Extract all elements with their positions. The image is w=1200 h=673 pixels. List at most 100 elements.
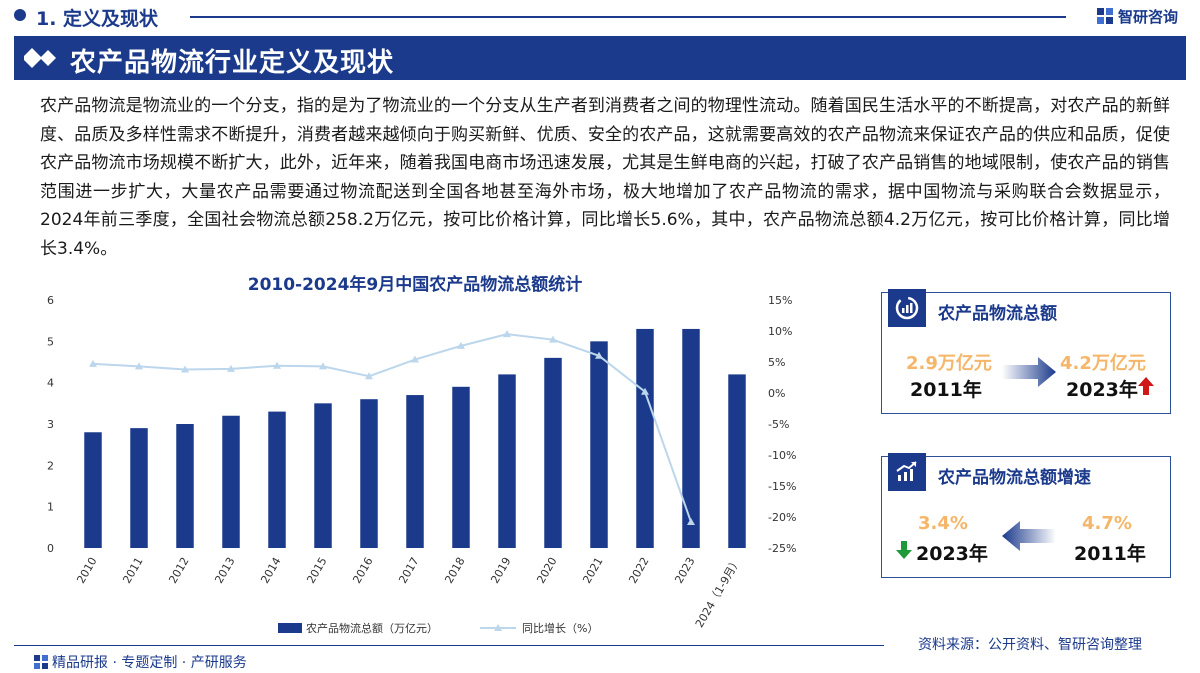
y-right-tick-label: -5% xyxy=(768,418,789,431)
top-divider xyxy=(190,16,1066,18)
x-tick-label: 2014 xyxy=(258,555,283,586)
arrow-down-icon xyxy=(896,541,912,559)
chart-title: 2010-2024年9月中国农产品物流总额统计 xyxy=(248,274,583,295)
growth-left-year: 2023年 xyxy=(916,543,988,565)
y-right-tick-label: -20% xyxy=(768,511,796,524)
growth-right-year: 2011年 xyxy=(1074,543,1146,565)
arrow-left-icon xyxy=(1002,521,1056,551)
footer-tagline: 精品研报 · 专题定制 · 产研服务 xyxy=(34,652,247,672)
banner-title: 农产品物流行业定义及现状 xyxy=(70,48,395,78)
growth-card-title: 农产品物流总额增速 xyxy=(938,468,1091,488)
bar xyxy=(544,357,562,548)
y-right-tick-label: -25% xyxy=(768,542,796,555)
growth-point xyxy=(135,362,143,370)
growth-point xyxy=(273,361,281,369)
total-card-header: 农产品物流总额 xyxy=(882,289,1170,327)
bar xyxy=(268,411,286,548)
x-tick-label: 2010 xyxy=(74,555,99,586)
growth-point xyxy=(595,351,603,359)
bar xyxy=(130,428,148,548)
bar xyxy=(636,328,654,548)
arrow-up-icon xyxy=(1138,377,1154,395)
growth-point xyxy=(319,362,327,370)
y-left-tick-label: 1 xyxy=(47,501,54,514)
y-left-tick-label: 0 xyxy=(47,542,54,555)
x-tick-label: 2012 xyxy=(166,555,191,586)
legend-line-label: 同比增长（%） xyxy=(522,621,598,635)
section-title: 1. 定义及现状 xyxy=(36,8,159,30)
legend-bar-label: 农产品物流总额（万亿元） xyxy=(306,621,438,635)
bar xyxy=(84,432,102,548)
y-right-tick-label: 15% xyxy=(768,294,792,307)
x-tick-label: 2020 xyxy=(534,555,559,586)
x-tick-label: 2015 xyxy=(304,555,329,586)
y-left-tick-label: 4 xyxy=(47,377,54,390)
y-right-tick-label: 0% xyxy=(768,387,785,400)
total-from-value: 2.9万亿元 xyxy=(906,353,992,374)
intro-paragraph: 农产品物流是物流业的一个分支，指的是为了物流业的一个分支从生产者到消费者之间的物… xyxy=(40,96,1170,259)
growth-point xyxy=(641,387,649,395)
x-tick-label: 2023 xyxy=(672,555,697,586)
footer-logo-icon xyxy=(34,655,48,669)
total-card: 农产品物流总额 2.9万亿元 2011年 4.2万亿元 2023年 xyxy=(881,289,1171,414)
logo-text: 智研咨询 xyxy=(1118,7,1179,26)
brand-logo: 智研咨询 xyxy=(1096,6,1178,26)
y-left-tick-label: 6 xyxy=(47,294,54,307)
total-card-title: 农产品物流总额 xyxy=(938,304,1057,324)
top-bar: 1. 定义及现状 智研咨询 xyxy=(0,0,1200,32)
growth-point xyxy=(687,517,695,525)
growth-right-value: 4.7% xyxy=(1082,513,1132,534)
bar xyxy=(406,395,424,548)
growth-point xyxy=(457,341,465,349)
source-note: 资料来源：公开资料、智研咨询整理 xyxy=(918,637,1142,653)
y-right-tick-label: 5% xyxy=(768,356,785,369)
growth-point xyxy=(89,359,97,367)
total-to-year: 2023年 xyxy=(1066,379,1138,401)
x-tick-label: 2018 xyxy=(442,555,467,586)
y-left-tick-label: 3 xyxy=(47,418,54,431)
bar xyxy=(314,403,332,548)
logistics-total-chart: 2010-2024年9月中国农产品物流总额统计 0 1 2 3 4 5 6 -25% -20% -1… xyxy=(47,274,796,635)
x-tick-label: 2016 xyxy=(350,555,375,586)
bar xyxy=(498,374,516,548)
bar xyxy=(590,341,608,548)
arrow-right-icon xyxy=(1002,357,1056,387)
bar xyxy=(360,399,378,548)
growth-card-header: 农产品物流总额增速 xyxy=(882,453,1170,491)
bar xyxy=(728,374,746,548)
growth-left-value: 3.4% xyxy=(918,513,968,534)
total-to-value: 4.2万亿元 xyxy=(1060,353,1146,374)
legend-line-marker xyxy=(494,624,502,631)
growth-point xyxy=(365,372,373,380)
total-from-year: 2011年 xyxy=(910,379,982,401)
y-left-tick-label: 5 xyxy=(47,335,54,348)
growth-point xyxy=(227,364,235,372)
x-tick-label: 2024（1-9月） xyxy=(693,555,744,630)
x-tick-label: 2019 xyxy=(488,555,513,586)
y-left-tick-label: 2 xyxy=(47,459,54,472)
x-tick-label: 2017 xyxy=(396,555,421,586)
x-tick-label: 2013 xyxy=(212,555,237,586)
growth-card: 农产品物流总额增速 3.4% 2023年 4.7% 2011年 xyxy=(881,453,1171,578)
x-tick-label: 2022 xyxy=(626,555,651,586)
bar xyxy=(176,424,194,548)
y-right-tick-label: -15% xyxy=(768,480,796,493)
chart-cycle-icon xyxy=(888,289,926,327)
growth-point xyxy=(411,355,419,363)
section-bullet-icon xyxy=(14,9,26,21)
growth-point xyxy=(503,330,511,338)
bar xyxy=(222,415,240,548)
footer-tagline-text: 精品研报 · 专题定制 · 产研服务 xyxy=(52,655,247,671)
bar xyxy=(452,386,470,548)
diamond-icon xyxy=(24,48,56,68)
growth-point xyxy=(549,335,557,343)
footer-divider xyxy=(14,645,884,646)
x-tick-label: 2021 xyxy=(580,555,605,586)
growth-line xyxy=(92,333,692,523)
legend-bar-swatch xyxy=(278,623,302,633)
title-banner: 农产品物流行业定义及现状 xyxy=(14,36,1186,80)
logo-icon xyxy=(1097,8,1113,24)
y-right-tick-label: 10% xyxy=(768,325,792,338)
y-right-tick-label: -10% xyxy=(768,449,796,462)
x-tick-label: 2011 xyxy=(120,555,145,586)
